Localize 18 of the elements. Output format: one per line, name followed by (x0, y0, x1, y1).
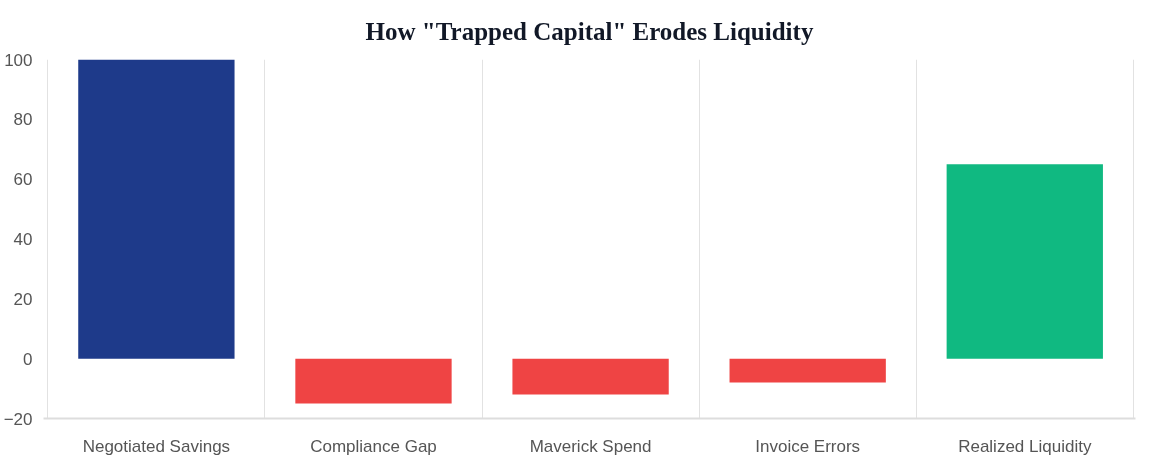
y-tick-label: 100 (4, 50, 33, 70)
bar (946, 164, 1103, 359)
bar (295, 358, 452, 404)
y-tick-label: 40 (13, 230, 33, 249)
y-tick-label: 20 (13, 289, 33, 309)
x-tick-label: Realized Liquidity (958, 436, 1092, 456)
y-tick-label: 60 (13, 170, 33, 190)
bar (512, 358, 669, 395)
bar (78, 59, 235, 359)
bar (729, 358, 886, 383)
y-tick-label: 80 (13, 110, 33, 130)
x-tick-label: Compliance Gap (310, 436, 437, 456)
chart-title: How "Trapped Capital" Erodes Liquidity (365, 17, 814, 45)
x-tick-label: Invoice Errors (755, 436, 861, 456)
x-tick-label: Negotiated Savings (82, 436, 231, 456)
y-tick-label: −20 (3, 409, 33, 429)
y-tick-label: 0 (23, 349, 33, 369)
x-tick-label: Maverick Spend (529, 436, 652, 456)
